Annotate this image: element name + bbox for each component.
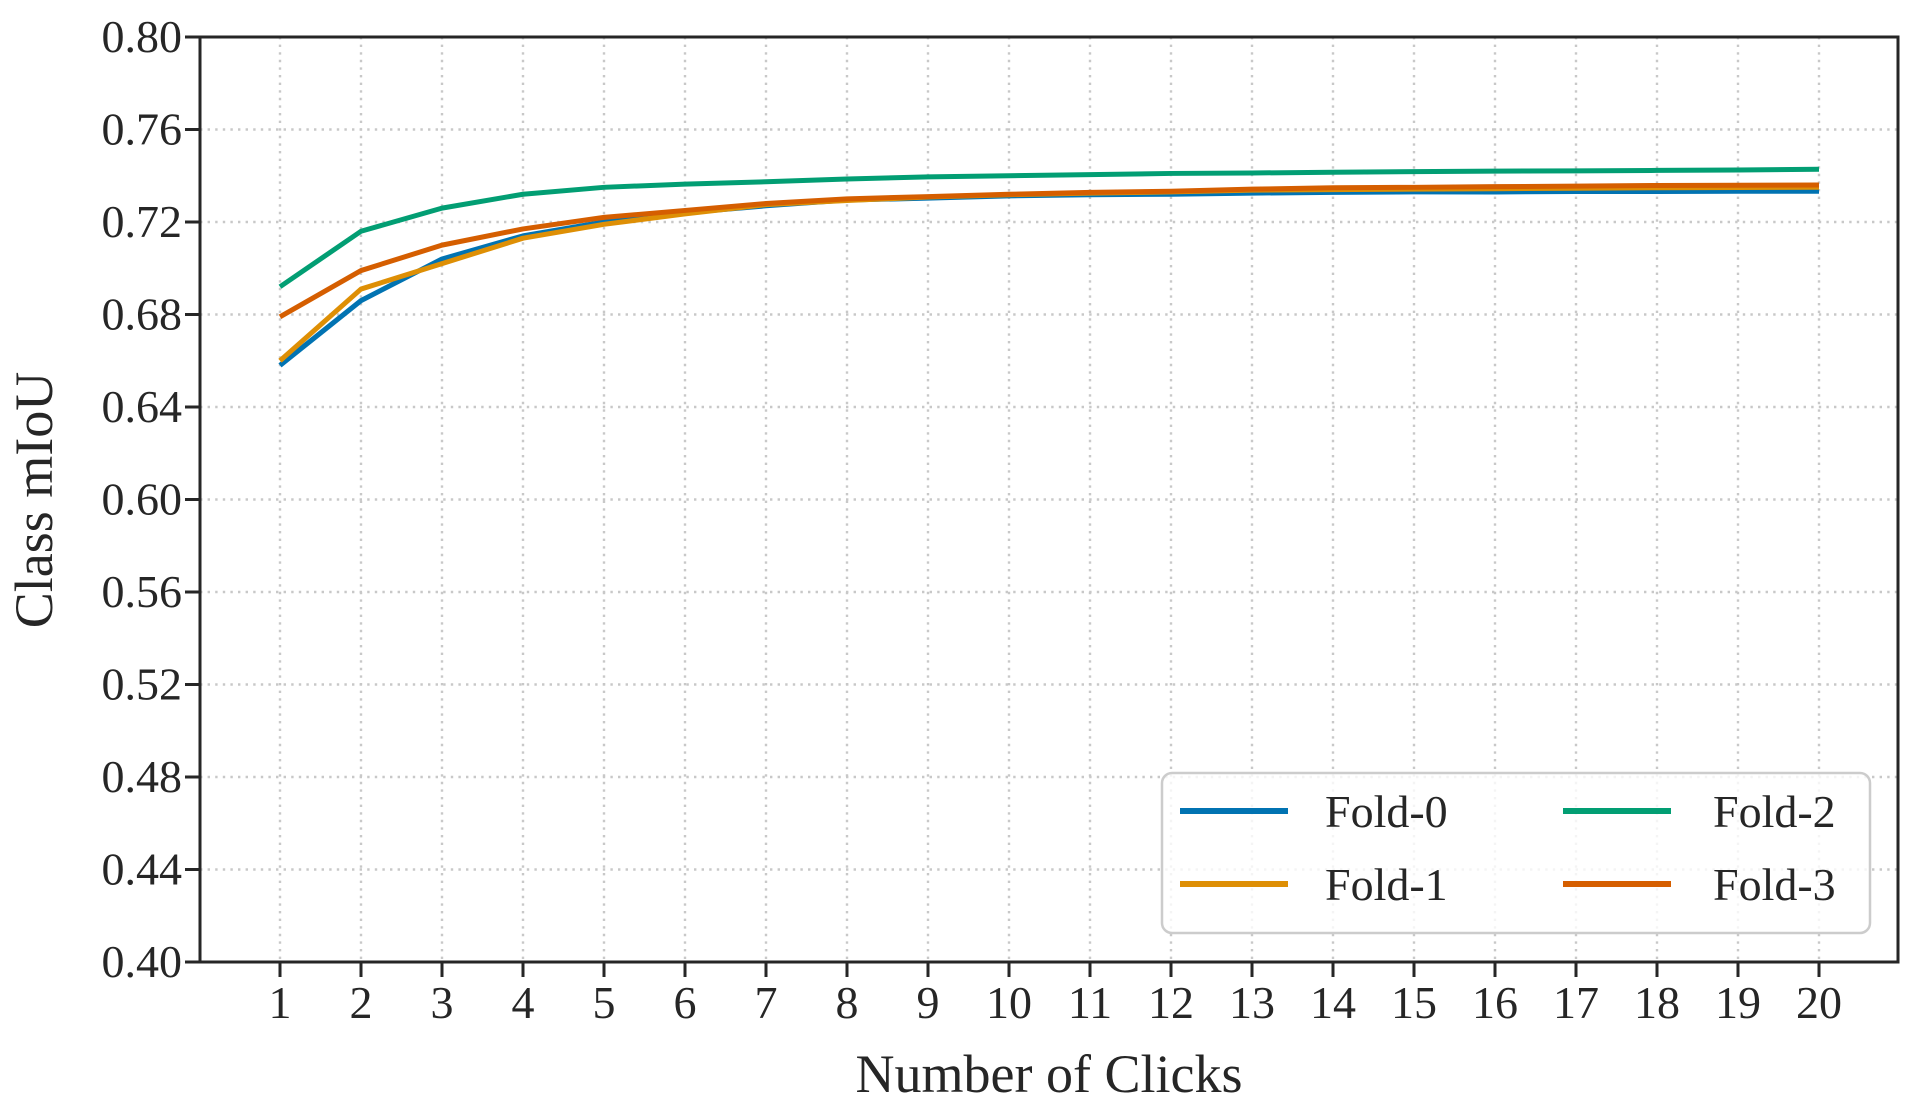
x-tick-label: 2 — [350, 977, 373, 1028]
legend-label-fold-1: Fold-1 — [1325, 859, 1448, 910]
x-tick-label: 11 — [1068, 977, 1112, 1028]
x-tick-label: 18 — [1634, 977, 1680, 1028]
x-tick-label: 12 — [1148, 977, 1194, 1028]
x-tick-label: 6 — [674, 977, 697, 1028]
x-tick-label: 5 — [593, 977, 616, 1028]
series-line-fold-1 — [278, 184, 1820, 363]
legend-box — [1160, 771, 1872, 935]
legend: Fold-0 Fold-1 Fold-2 Fold-3 — [1160, 771, 1872, 935]
axis-ticks — [185, 35, 1821, 977]
series-lines — [278, 166, 1820, 368]
y-tick-label: 0.68 — [102, 289, 183, 340]
y-tick-label: 0.44 — [102, 844, 183, 895]
x-tick-label: 20 — [1796, 977, 1842, 1028]
y-tick-label: 0.80 — [102, 11, 183, 62]
legend-label-fold-2: Fold-2 — [1713, 786, 1836, 837]
y-tick-label: 0.76 — [102, 104, 183, 155]
y-tick-label: 0.52 — [102, 659, 183, 710]
x-tick-label: 17 — [1553, 977, 1599, 1028]
series-line-fold-2 — [278, 166, 1820, 289]
y-tick-label: 0.72 — [102, 196, 183, 247]
x-tick-label: 1 — [269, 977, 292, 1028]
legend-label-fold-0: Fold-0 — [1325, 786, 1448, 837]
x-tick-label: 19 — [1715, 977, 1761, 1028]
x-axis-label: Number of Clicks — [856, 1044, 1243, 1104]
x-tick-label: 14 — [1310, 977, 1356, 1028]
x-tick-label: 15 — [1391, 977, 1437, 1028]
y-tick-label: 0.56 — [102, 566, 183, 617]
x-tick-label: 10 — [986, 977, 1032, 1028]
x-tick-label: 16 — [1472, 977, 1518, 1028]
legend-label-fold-3: Fold-3 — [1713, 859, 1836, 910]
x-tick-label: 13 — [1229, 977, 1275, 1028]
x-tick-label: 4 — [512, 977, 535, 1028]
tick-labels: 1 2 3 4 5 6 7 8 9 10 11 12 13 14 15 16 17 18 19 200.400.440… — [102, 11, 1843, 1028]
x-tick-label: 9 — [917, 977, 940, 1028]
x-tick-label: 3 — [431, 977, 454, 1028]
y-axis-label: Class mIoU — [4, 372, 64, 629]
y-tick-label: 0.60 — [102, 474, 183, 525]
series-line-fold-0 — [278, 188, 1819, 368]
x-tick-label: 8 — [836, 977, 859, 1028]
y-tick-label: 0.64 — [102, 381, 183, 432]
series-line-fold-3 — [278, 182, 1820, 319]
y-tick-label: 0.40 — [102, 936, 183, 987]
y-tick-label: 0.48 — [102, 751, 183, 802]
x-tick-label: 7 — [755, 977, 778, 1028]
